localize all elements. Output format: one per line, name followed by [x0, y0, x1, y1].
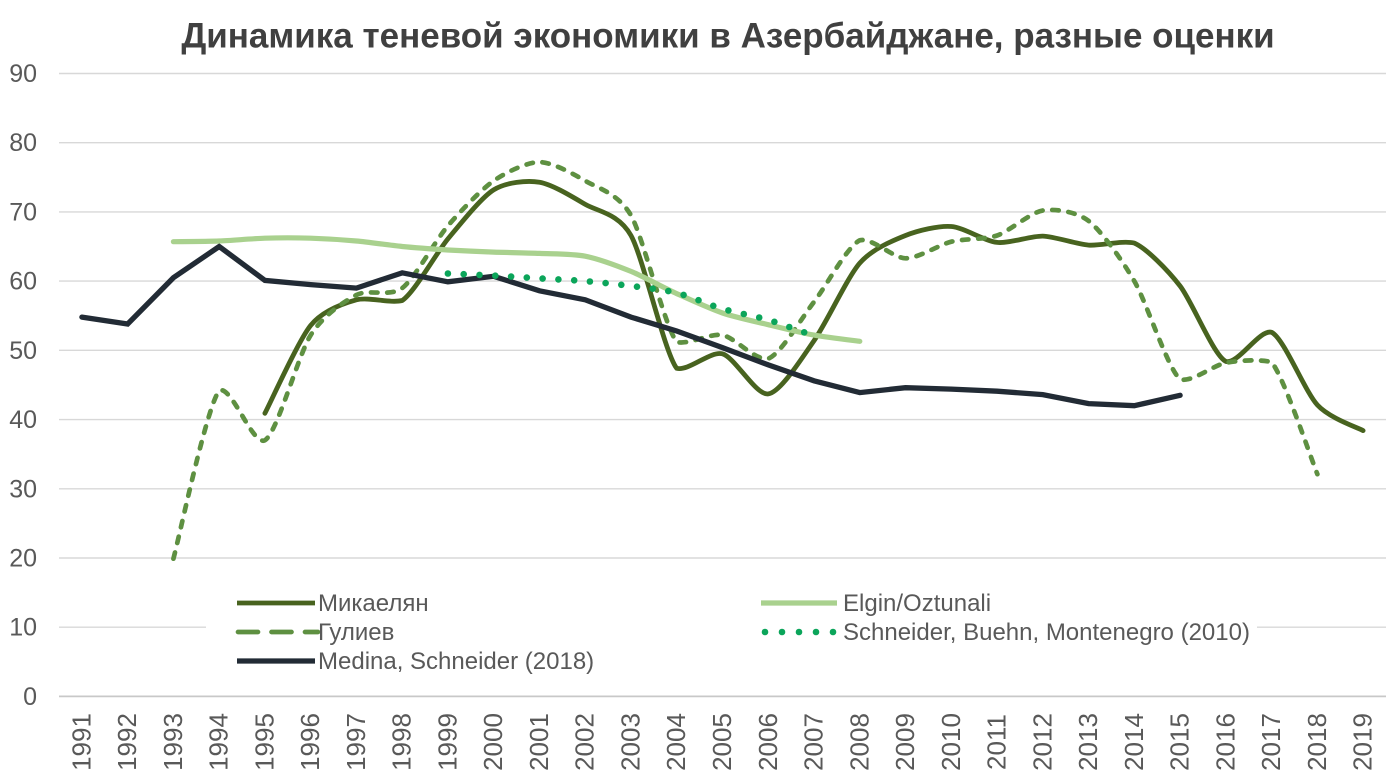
svg-text:2009: 2009: [890, 713, 920, 771]
svg-text:Schneider, Buehn, Montenegro (: Schneider, Buehn, Montenegro (2010): [843, 619, 1250, 646]
svg-text:1997: 1997: [341, 713, 371, 771]
svg-text:1992: 1992: [112, 713, 142, 771]
svg-text:1998: 1998: [387, 713, 417, 771]
svg-text:90: 90: [9, 60, 37, 88]
svg-text:2000: 2000: [478, 713, 508, 771]
svg-text:Гулиев: Гулиев: [318, 619, 394, 646]
svg-text:2013: 2013: [1073, 713, 1103, 771]
svg-text:2019: 2019: [1348, 713, 1378, 771]
svg-text:10: 10: [9, 614, 37, 642]
svg-text:60: 60: [9, 268, 37, 296]
svg-text:2004: 2004: [661, 713, 691, 771]
svg-text:80: 80: [9, 129, 37, 157]
svg-text:2008: 2008: [844, 713, 874, 771]
svg-text:2006: 2006: [753, 713, 783, 771]
svg-text:2011: 2011: [982, 714, 1012, 770]
svg-text:2007: 2007: [799, 713, 829, 771]
svg-text:Elgin/Oztunali: Elgin/Oztunali: [843, 590, 991, 617]
svg-text:2014: 2014: [1119, 713, 1149, 771]
svg-text:2002: 2002: [570, 713, 600, 771]
svg-text:2010: 2010: [936, 713, 966, 771]
svg-text:40: 40: [9, 406, 37, 434]
svg-text:2018: 2018: [1302, 713, 1332, 771]
svg-text:0: 0: [23, 683, 37, 711]
svg-text:1994: 1994: [204, 713, 234, 771]
svg-text:1993: 1993: [158, 713, 188, 771]
svg-text:20: 20: [9, 545, 37, 573]
svg-text:Medina, Schneider (2018): Medina, Schneider (2018): [318, 648, 594, 675]
svg-text:1995: 1995: [249, 713, 279, 771]
svg-text:2015: 2015: [1165, 713, 1195, 771]
svg-text:2016: 2016: [1210, 713, 1240, 771]
svg-text:2003: 2003: [616, 713, 646, 771]
svg-text:2017: 2017: [1256, 713, 1286, 771]
svg-text:2001: 2001: [524, 713, 554, 771]
svg-text:50: 50: [9, 337, 37, 365]
svg-text:30: 30: [9, 475, 37, 503]
svg-text:Динамика теневой экономики в А: Динамика теневой экономики в Азербайджан…: [181, 17, 1274, 56]
svg-text:70: 70: [9, 198, 37, 226]
svg-text:1996: 1996: [295, 713, 325, 771]
svg-text:Микаелян: Микаелян: [318, 590, 429, 617]
svg-text:1991: 1991: [66, 713, 96, 771]
svg-text:1999: 1999: [432, 713, 462, 771]
svg-text:2012: 2012: [1027, 713, 1057, 771]
svg-text:2005: 2005: [707, 713, 737, 771]
